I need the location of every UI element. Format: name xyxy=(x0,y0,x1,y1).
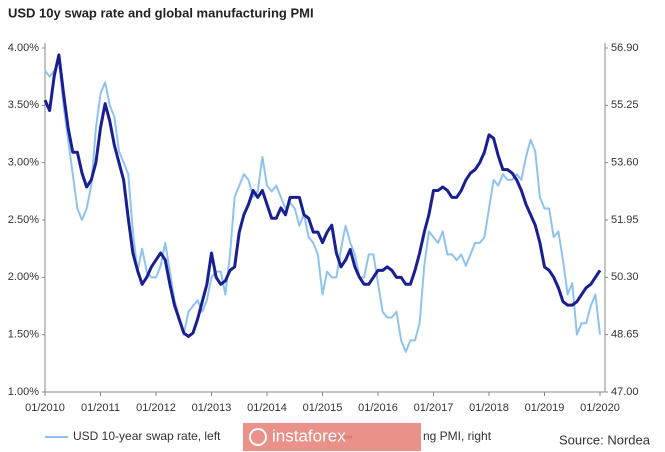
y-tick-label: 1.50% xyxy=(8,329,39,341)
x-tick-label: 01/2010 xyxy=(25,402,65,414)
series-line xyxy=(44,58,601,353)
x-tick-label: 01/2012 xyxy=(136,402,176,414)
x-tick-label: 01/2016 xyxy=(358,402,398,414)
x-tick-label: 01/2018 xyxy=(469,402,509,414)
y-tick-label: 3.50% xyxy=(8,99,39,111)
x-tick-label: 01/2013 xyxy=(192,402,232,414)
y2-tick-label: 53.60 xyxy=(611,157,639,169)
y2-tick-label: 56.90 xyxy=(611,42,639,54)
legend-label: USD 10-year swap rate, left xyxy=(73,429,221,443)
y-tick-label: 1.00% xyxy=(8,386,39,398)
y-tick-label: 2.00% xyxy=(8,271,39,283)
watermark-icon xyxy=(249,428,267,446)
x-tick-label: 01/2014 xyxy=(247,402,287,414)
y2-tick-label: 48.65 xyxy=(611,329,639,341)
y-tick-label: 2.50% xyxy=(8,214,39,226)
x-tick-label: 01/2015 xyxy=(303,402,343,414)
y2-tick-label: 55.25 xyxy=(611,99,639,111)
chart-title: USD 10y swap rate and global manufacturi… xyxy=(8,5,314,20)
watermark-box xyxy=(243,423,421,451)
x-tick-label: 01/2019 xyxy=(525,402,565,414)
y2-tick-label: 47.00 xyxy=(611,386,639,398)
x-tick-label: 01/2011 xyxy=(81,402,120,414)
series-line xyxy=(43,53,602,338)
source: Source: Nordea xyxy=(559,432,651,447)
y2-tick-label: 51.95 xyxy=(611,214,639,226)
y2-tick-label: 50.30 xyxy=(611,271,639,283)
legend-label: ng PMI, right xyxy=(423,429,492,443)
watermark: instaforex xyxy=(272,426,346,445)
x-tick-label: 01/2017 xyxy=(414,402,454,414)
x-tick-label: 01/2020 xyxy=(580,402,620,414)
y-tick-label: 3.00% xyxy=(8,157,39,169)
y-tick-label: 4.00% xyxy=(8,42,39,54)
watermark-logo xyxy=(249,428,267,446)
